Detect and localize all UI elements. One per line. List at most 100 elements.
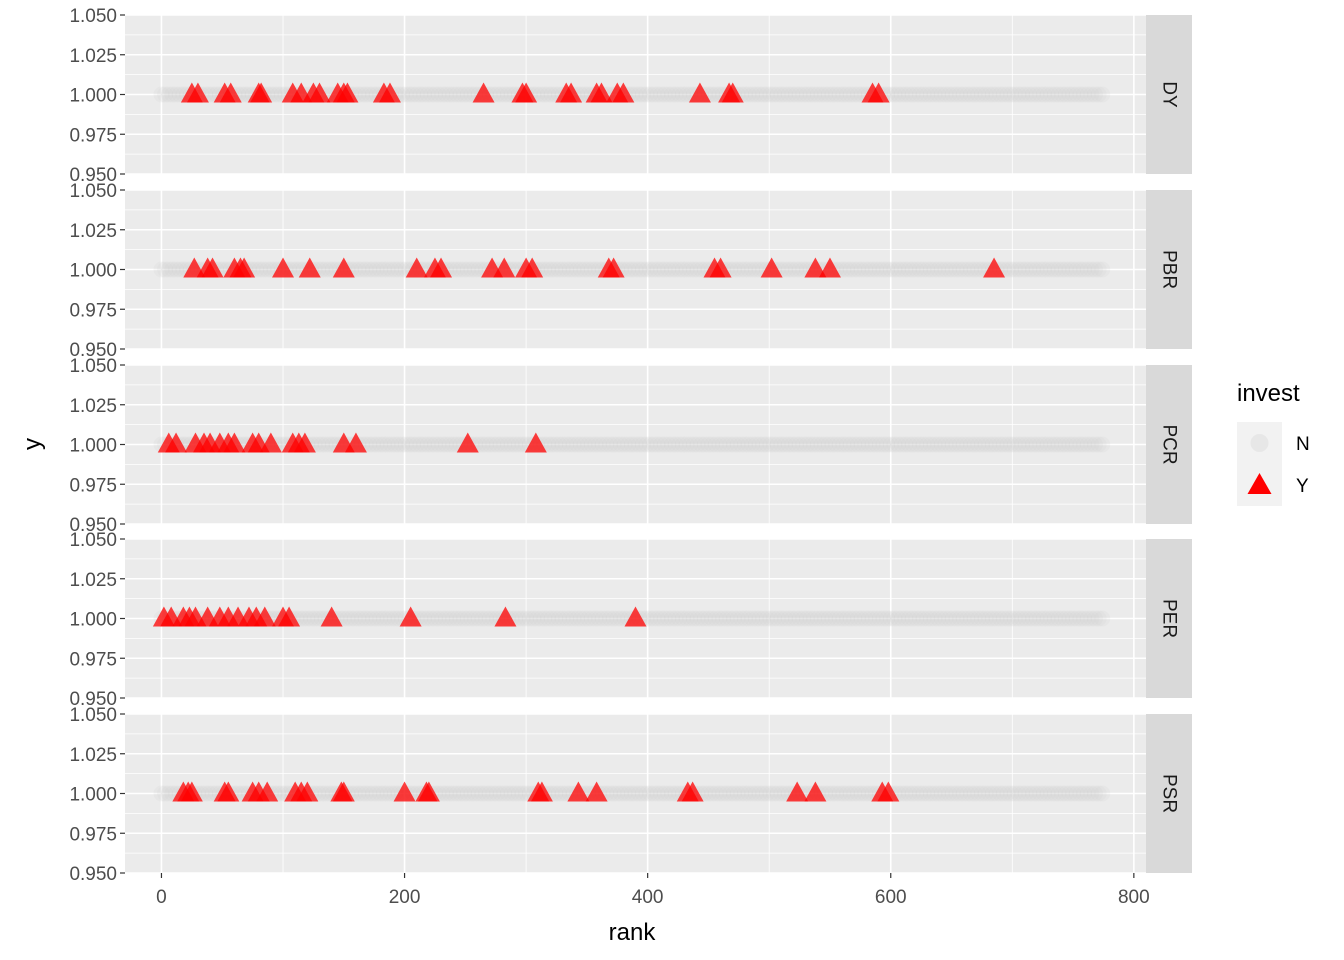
point-n	[831, 785, 848, 802]
point-n	[1035, 610, 1052, 627]
point-n	[667, 436, 684, 453]
series-y-points	[152, 606, 647, 627]
point-y	[590, 82, 613, 103]
point-n	[394, 436, 411, 453]
point-n	[1068, 610, 1085, 627]
point-n	[835, 610, 852, 627]
point-y	[250, 82, 273, 103]
point-n	[1072, 436, 1089, 453]
point-n	[1014, 785, 1031, 802]
point-n	[1054, 610, 1071, 627]
point-y	[320, 606, 343, 627]
x-axis: 0 200 400 600 800	[156, 873, 1150, 908]
point-n	[1083, 436, 1100, 453]
point-n	[751, 785, 768, 802]
point-n	[642, 610, 659, 627]
point-n	[693, 610, 710, 627]
point-n	[795, 436, 812, 453]
point-n	[153, 86, 170, 103]
point-n	[995, 436, 1012, 453]
point-n	[981, 86, 998, 103]
point-n	[784, 261, 801, 278]
point-n	[933, 261, 950, 278]
point-n	[153, 785, 170, 802]
point-n	[926, 261, 943, 278]
point-n	[824, 610, 841, 627]
point-n	[784, 86, 801, 103]
point-n	[645, 436, 662, 453]
point-y	[296, 781, 319, 802]
point-y	[165, 432, 188, 453]
point-n	[160, 785, 177, 802]
point-n	[729, 436, 746, 453]
point-n	[638, 785, 655, 802]
point-n	[915, 436, 932, 453]
point-n	[1021, 261, 1038, 278]
point-n	[612, 610, 629, 627]
point-n	[798, 86, 815, 103]
point-n	[375, 785, 392, 802]
point-n	[1086, 785, 1103, 802]
point-n	[948, 86, 965, 103]
point-n	[390, 436, 407, 453]
point-n	[919, 261, 936, 278]
y-tick-label: 0.975	[69, 300, 117, 321]
point-n	[1021, 86, 1038, 103]
point-n	[656, 86, 673, 103]
point-n	[492, 436, 509, 453]
point-n	[623, 436, 640, 453]
facet-strip-label: PER	[1159, 599, 1180, 638]
point-n	[769, 785, 786, 802]
point-n	[467, 785, 484, 802]
point-n	[313, 785, 330, 802]
point-n	[660, 261, 677, 278]
point-n	[452, 261, 469, 278]
point-n	[653, 610, 670, 627]
point-n	[937, 261, 954, 278]
point-n	[933, 436, 950, 453]
point-n	[1065, 785, 1082, 802]
point-n	[955, 785, 972, 802]
legend-title: invest	[1237, 380, 1300, 407]
point-y	[336, 82, 359, 103]
point-n	[583, 261, 600, 278]
point-n	[824, 785, 841, 802]
point-n	[930, 436, 947, 453]
point-n	[580, 610, 597, 627]
point-n	[849, 261, 866, 278]
point-n	[897, 610, 914, 627]
legend-label: Y	[1296, 476, 1309, 497]
point-n	[955, 610, 972, 627]
point-n	[1035, 261, 1052, 278]
point-n	[908, 436, 925, 453]
point-n	[609, 610, 626, 627]
point-n	[437, 785, 454, 802]
point-n	[678, 86, 695, 103]
point-n	[372, 436, 389, 453]
point-n	[663, 86, 680, 103]
series-n-points	[153, 436, 1111, 453]
point-n	[1017, 610, 1034, 627]
point-n	[299, 610, 316, 627]
point-n	[897, 785, 914, 802]
point-n	[736, 610, 753, 627]
point-n	[777, 86, 794, 103]
point-n	[970, 261, 987, 278]
point-n	[1039, 261, 1056, 278]
point-n	[733, 436, 750, 453]
point-n	[547, 785, 564, 802]
point-n	[813, 86, 830, 103]
point-n	[820, 785, 837, 802]
point-y	[253, 606, 276, 627]
point-n	[514, 785, 531, 802]
point-n	[441, 610, 458, 627]
y-tick-label: 1.050	[69, 181, 117, 202]
point-n	[601, 610, 618, 627]
point-n	[1054, 86, 1071, 103]
point-n	[653, 785, 670, 802]
point-n	[470, 785, 487, 802]
point-y	[278, 606, 301, 627]
point-n	[1028, 785, 1045, 802]
point-n	[1046, 261, 1063, 278]
point-n	[1028, 436, 1045, 453]
